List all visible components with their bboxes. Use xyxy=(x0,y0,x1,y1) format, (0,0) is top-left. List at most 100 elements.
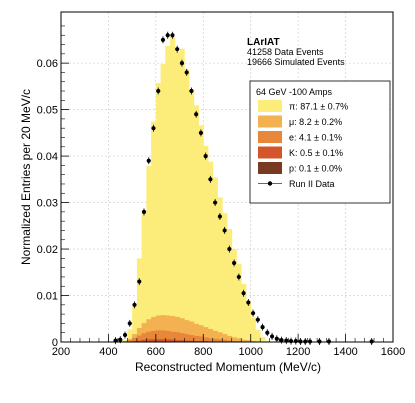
histogram-bar xyxy=(146,319,152,342)
histogram-bar xyxy=(245,340,252,342)
histogram-bar xyxy=(141,322,147,342)
x-axis-label: Reconstructed Momentum (MeV/c) xyxy=(135,360,321,374)
histogram-bar xyxy=(236,338,242,342)
legend-marker xyxy=(267,181,273,186)
data-point xyxy=(198,130,204,135)
stacked-histogram xyxy=(122,37,271,343)
legend-label: K: 0.5 ± 0.1% xyxy=(289,148,343,158)
data-point xyxy=(122,332,128,338)
histogram-bar xyxy=(136,335,143,342)
histogram-bar xyxy=(165,315,171,342)
histogram-bar xyxy=(222,334,228,342)
histogram-bar xyxy=(222,213,228,342)
histogram-bar xyxy=(160,315,166,342)
histogram-bar xyxy=(227,229,233,342)
y-tick-label: 0.03 xyxy=(37,198,58,210)
histogram-bar xyxy=(217,197,223,342)
histogram-bar xyxy=(193,323,199,342)
histogram-bar xyxy=(122,339,128,342)
histogram-bar xyxy=(146,165,152,342)
histogram-bar xyxy=(141,211,147,342)
histogram-bar xyxy=(170,331,176,342)
histogram-bar xyxy=(193,335,199,342)
histogram-bar xyxy=(212,177,218,342)
histogram-bar xyxy=(217,332,223,342)
histogram-bar xyxy=(203,145,209,342)
histogram-bar xyxy=(189,340,195,342)
histogram-bar xyxy=(179,318,185,342)
histogram-bar xyxy=(179,48,185,342)
histogram-bar xyxy=(160,339,166,342)
data-point xyxy=(165,33,170,38)
histogram-bar xyxy=(155,339,161,342)
histogram-bar xyxy=(264,340,271,342)
data-point xyxy=(255,317,260,322)
histogram-bar xyxy=(231,249,237,342)
histogram-bar xyxy=(189,335,195,342)
data-point xyxy=(260,325,265,330)
histogram-bar xyxy=(165,339,171,342)
histogram-bar xyxy=(174,51,180,342)
histogram-bar xyxy=(132,337,138,342)
histogram-bar xyxy=(236,263,242,342)
histogram-bar xyxy=(151,316,157,342)
x-tick-label: 1600 xyxy=(381,346,405,358)
axis-ticks: 200 400 600 800 1000 1200 1400 1600 0 0.01 0.02 0.0… xyxy=(37,25,405,358)
data-point xyxy=(232,260,237,266)
y-tick-label: 0.02 xyxy=(37,244,58,256)
data-point xyxy=(189,88,194,94)
y-tick-label: 0.05 xyxy=(37,105,58,117)
histogram-bar xyxy=(155,330,161,342)
histogram-bar xyxy=(227,340,233,342)
data-point xyxy=(213,200,218,205)
histogram-bar xyxy=(198,336,204,342)
histogram-bar xyxy=(155,315,161,342)
legend: 64 GeV -100 Amps π: 87.1 ± 0.7% μ: 8.2 ± … xyxy=(249,80,391,204)
histogram-bar xyxy=(136,328,143,342)
histogram-bar xyxy=(245,300,252,342)
legend-label: μ: 8.2 ± 0.2% xyxy=(289,117,342,127)
histogram-bar xyxy=(212,330,218,342)
legend-swatch xyxy=(258,146,282,159)
y-tick-label: 0.04 xyxy=(37,151,58,163)
legend-label: Run II Data xyxy=(289,179,335,189)
histogram-bar xyxy=(203,327,209,342)
histogram-bar xyxy=(136,340,143,342)
data-point xyxy=(269,334,275,339)
histogram-bar xyxy=(184,320,190,342)
data-point xyxy=(236,274,241,280)
data-point xyxy=(156,88,161,94)
histogram-bar xyxy=(260,336,266,342)
x-tick-label: 600 xyxy=(147,346,165,358)
histogram-bar xyxy=(208,338,214,342)
legend-label: π: 87.1 ± 0.7% xyxy=(289,102,348,112)
data-events-label: 41258 Data Events xyxy=(247,47,324,57)
data-point xyxy=(241,291,246,296)
data-point xyxy=(222,228,227,233)
histogram-bar xyxy=(165,330,171,342)
legend-swatch xyxy=(258,100,282,112)
legend-label: p: 0.1 ± 0.0% xyxy=(289,164,342,174)
histogram-bar xyxy=(193,105,199,342)
data-point xyxy=(141,209,147,214)
x-tick-label: 800 xyxy=(194,346,212,358)
data-point xyxy=(265,330,270,335)
y-axis-label: Normalized Entries per 20 MeV/c xyxy=(19,89,33,265)
data-point xyxy=(170,33,175,38)
data-point xyxy=(279,338,284,343)
data-point xyxy=(160,37,166,42)
histogram-bar xyxy=(222,339,228,342)
histogram-bar xyxy=(160,330,166,342)
data-point xyxy=(246,300,251,305)
histogram-bar xyxy=(170,315,176,342)
histogram-bar xyxy=(198,325,204,342)
histogram-bar xyxy=(165,45,171,343)
histogram-bar xyxy=(127,329,133,342)
plot-frame xyxy=(60,11,394,343)
histogram-bar xyxy=(184,334,190,342)
data-point xyxy=(137,279,142,284)
data-point xyxy=(179,61,185,66)
histogram-bar xyxy=(132,306,138,342)
histogram-bar xyxy=(146,331,152,342)
